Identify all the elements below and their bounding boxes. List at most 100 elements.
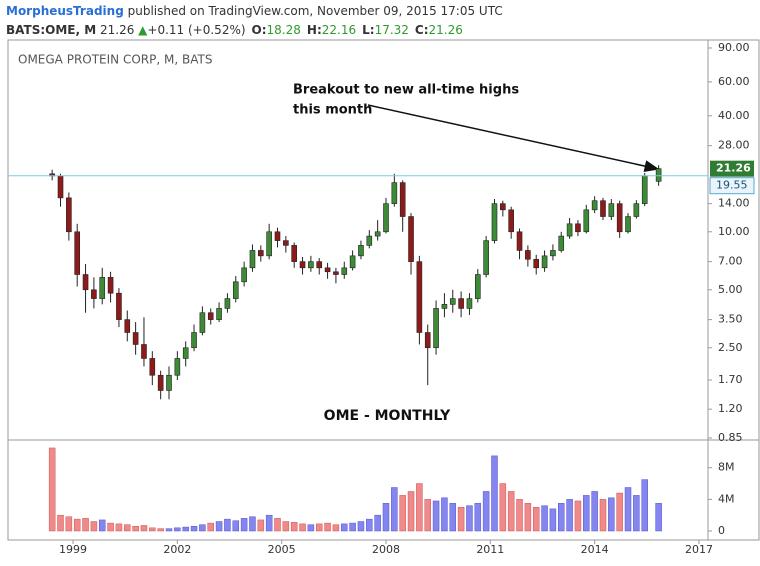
volume-bar [157,528,164,532]
volume-bar [182,526,189,532]
y-tick-label: 1.70 [718,373,743,386]
ohlc-label: C: [414,23,429,37]
candle-body [466,298,473,309]
y-tick-label: 40.00 [718,109,750,122]
annotation: Breakout to new all-time highs [293,83,519,98]
volume-bar [432,500,440,532]
y-tick-label: 5.00 [718,283,743,296]
volume-bar [466,505,473,532]
candle-body [533,258,540,269]
volume-bar [583,495,590,532]
candle-body [374,231,381,237]
volume-bar [282,521,290,532]
candle-body [641,175,648,204]
candle-body [182,347,189,359]
volume-bar [98,519,106,532]
volume-bar [407,491,415,532]
candle-body [341,267,348,275]
y-tick-label: 7.00 [718,255,743,268]
last-price-box [710,160,754,177]
candle-body [308,261,314,269]
volume-tick-label: 0 [718,524,725,537]
volume-bar [232,520,240,532]
volume-bar [249,516,256,532]
candle-body [458,298,464,309]
y-tick-label: 28.00 [718,139,750,152]
candle-body [408,216,414,262]
candle-body [516,231,523,251]
candle-body [116,292,122,320]
candle-body [207,312,214,320]
volume-bar [149,527,156,532]
volume-bar [382,503,390,532]
volume-bar [290,522,298,532]
last: 21.26 [99,23,135,37]
ohlc-label: H: [306,23,322,37]
volume-bar [207,522,214,532]
volume-bar [416,483,423,532]
candle-body [441,304,448,309]
volume-bar [107,522,114,532]
candle-body [508,209,514,233]
author[interactable]: MorpheusTrading [6,4,124,18]
y-tick-label: 2.50 [718,341,743,354]
volume-bar [507,491,515,532]
x-tick-label: 2011 [476,543,504,556]
volume-bar [641,479,648,532]
ohlc-value: 17.32 [374,23,409,37]
candle-body [157,374,164,391]
ohlc-value: 22.16 [321,23,357,37]
volume-bar [174,527,181,532]
quote-line: BATS:OME, M 21.26 ▲+0.11 (+0.52%) O:18.28… [6,21,503,40]
volume-bar [541,505,548,532]
candle-body [107,277,114,294]
volume-bar [299,523,306,532]
candle-body [474,274,481,299]
volume-bar [73,518,81,532]
candle-body [57,175,64,199]
volume-bar [199,524,206,532]
volume-bar [441,497,448,532]
volume-bar [240,518,248,532]
volume-bar [499,483,507,532]
candle-body [99,277,106,299]
volume-bar [491,455,498,532]
candle-body [433,308,439,349]
candle-body [550,250,556,257]
candle-body [424,332,431,349]
candle-body [399,182,406,217]
y-tick-label: 14.00 [718,197,750,210]
candle-body [391,182,398,204]
volume-bar [524,503,532,532]
volume-bar [566,499,573,532]
volume-bar [341,523,348,532]
candle-body [124,319,131,333]
volume-bar [57,514,64,532]
candle-body [232,281,239,299]
candle-body [324,267,331,273]
annotation: this month [293,103,372,118]
candle-body [608,203,615,217]
candle-body [299,261,306,269]
arrow: ▲ [138,23,148,37]
volume-bar [474,503,482,532]
y-tick-label: 60.00 [718,75,750,88]
volume-bar [265,514,273,532]
candle-body [174,358,181,376]
volume-bar [449,503,457,532]
volume-bar [374,514,381,532]
x-tick-label: 2008 [372,543,400,556]
change: +0.11 (+0.52%) [147,23,246,37]
volume-bar [424,499,431,532]
volume-tick-label: 8M [718,461,735,474]
volume-bar [616,492,623,532]
candle-body [74,231,81,275]
y-tick-label: 3.50 [718,313,743,326]
volume-bar [482,491,490,532]
volume-bar [349,522,356,532]
volume-bar [140,525,148,532]
candle-body [600,200,606,217]
candle-body [491,203,498,241]
volume-bar [558,503,565,532]
volume-bar [624,487,632,532]
